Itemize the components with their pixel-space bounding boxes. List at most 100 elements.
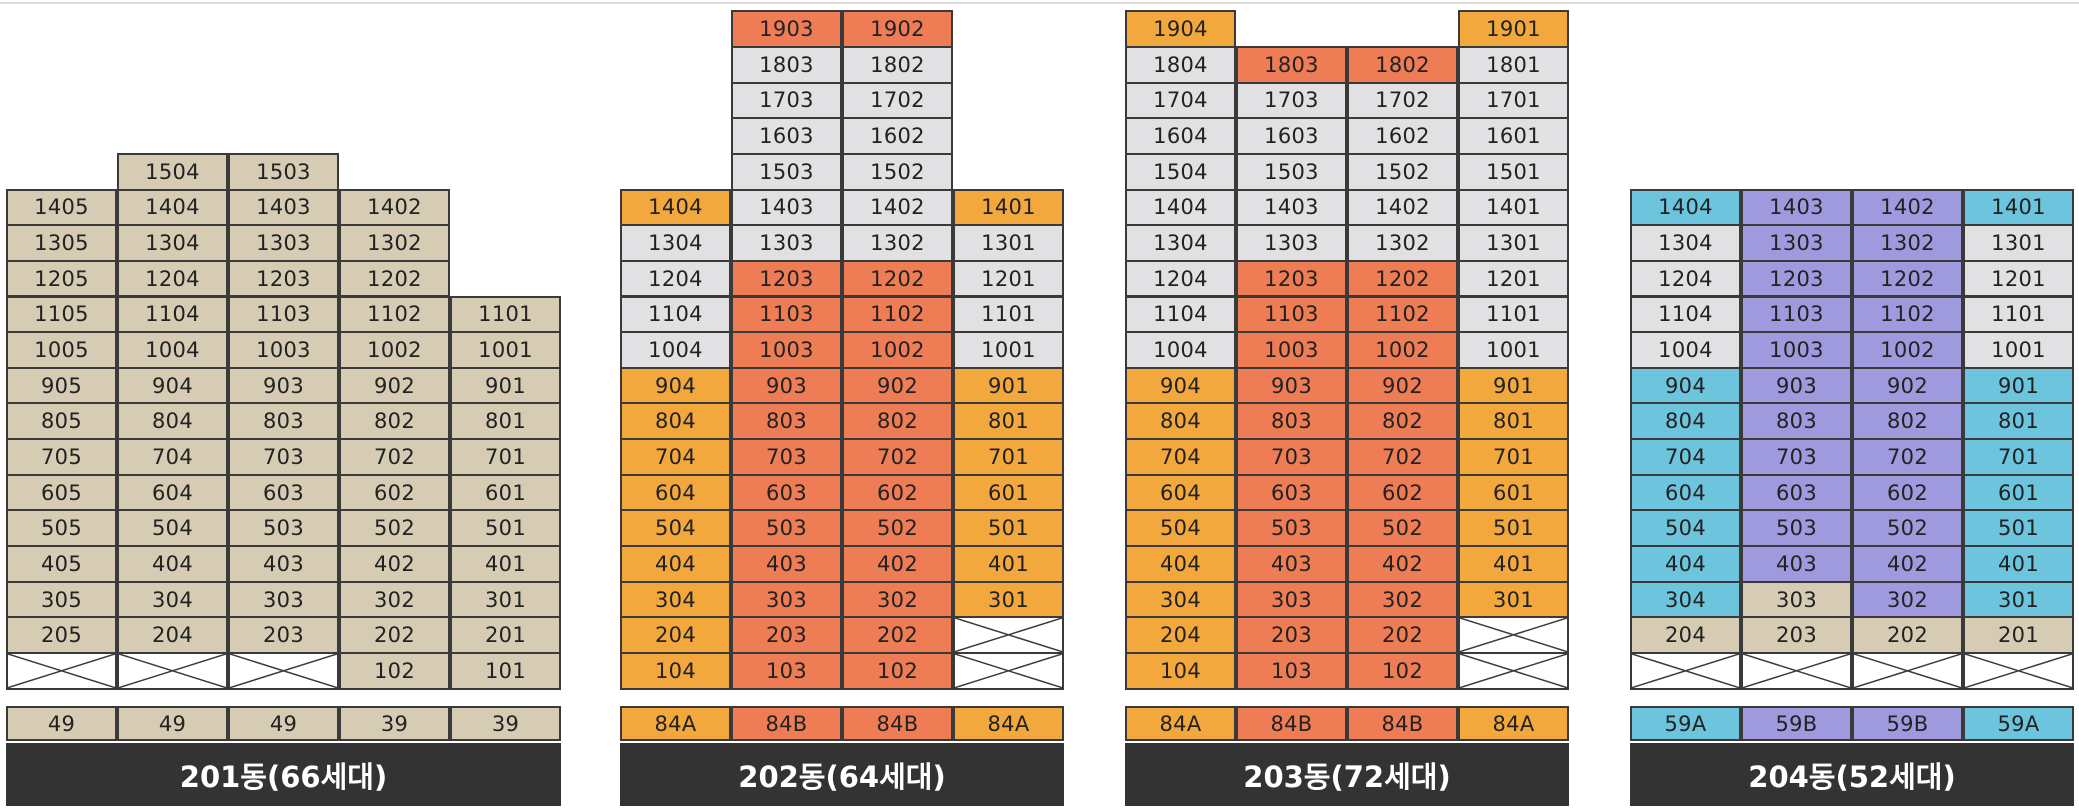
unit-cell: 604 bbox=[620, 473, 731, 512]
empty-unit-cell bbox=[953, 652, 1064, 690]
unit-cell: 1102 bbox=[1347, 295, 1458, 334]
unit-cell: 102 bbox=[339, 652, 450, 690]
unit-type-cell: 49 bbox=[117, 706, 228, 741]
unit-cell: 902 bbox=[1347, 366, 1458, 405]
unit-cell: 301 bbox=[953, 580, 1064, 619]
unit-cell: 702 bbox=[842, 438, 953, 476]
unit-cell: 603 bbox=[228, 473, 339, 512]
unit-cell: 1202 bbox=[1852, 259, 1963, 298]
unit-cell: 404 bbox=[1630, 545, 1741, 583]
unit-cell: 1601 bbox=[1458, 117, 1569, 155]
unit-cell: 1304 bbox=[117, 224, 228, 262]
unit-cell: 1303 bbox=[1741, 224, 1852, 262]
unit-cell: 1402 bbox=[1347, 188, 1458, 227]
unit-cell: 1503 bbox=[228, 152, 339, 191]
empty-unit-cell bbox=[1458, 652, 1569, 690]
unit-cell: 1005 bbox=[6, 331, 117, 369]
unit-cell: 403 bbox=[228, 545, 339, 583]
unit-cell: 1901 bbox=[1458, 10, 1569, 48]
unit-cell: 302 bbox=[842, 580, 953, 619]
unit-cell: 1001 bbox=[1963, 331, 2074, 369]
unit-cell: 1502 bbox=[1347, 152, 1458, 191]
unit-cell: 501 bbox=[1963, 509, 2074, 548]
unit-cell: 701 bbox=[953, 438, 1064, 476]
unit-cell: 1204 bbox=[117, 259, 228, 298]
unit-cell: 1703 bbox=[1236, 81, 1347, 120]
unit-cell: 1204 bbox=[1125, 259, 1236, 298]
unit-cell: 203 bbox=[228, 616, 339, 654]
unit-cell: 304 bbox=[1125, 580, 1236, 619]
unit-cell: 1802 bbox=[842, 45, 953, 84]
unit-cell: 101 bbox=[450, 652, 561, 690]
unit-cell: 404 bbox=[620, 545, 731, 583]
unit-type-cell: 39 bbox=[339, 706, 450, 741]
unit-type-cell: 84A bbox=[953, 706, 1064, 741]
unit-cell: 702 bbox=[339, 438, 450, 476]
unit-cell: 1201 bbox=[953, 259, 1064, 298]
unit-cell: 1001 bbox=[450, 331, 561, 369]
unit-cell: 1704 bbox=[1125, 81, 1236, 120]
unit-cell: 302 bbox=[339, 580, 450, 619]
unit-cell: 401 bbox=[1458, 545, 1569, 583]
empty-unit-cell bbox=[117, 652, 228, 690]
unit-cell: 1001 bbox=[1458, 331, 1569, 369]
unit-cell: 1304 bbox=[1125, 224, 1236, 262]
unit-cell: 1203 bbox=[228, 259, 339, 298]
unit-cell: 504 bbox=[620, 509, 731, 548]
unit-type-cell: 59B bbox=[1741, 706, 1852, 741]
unit-cell: 1602 bbox=[842, 117, 953, 155]
unit-cell: 1403 bbox=[1236, 188, 1347, 227]
unit-cell: 204 bbox=[1125, 616, 1236, 654]
unit-cell: 1003 bbox=[228, 331, 339, 369]
unit-cell: 1504 bbox=[1125, 152, 1236, 191]
unit-cell: 1103 bbox=[228, 295, 339, 334]
unit-cell: 1904 bbox=[1125, 10, 1236, 48]
unit-cell: 901 bbox=[1963, 366, 2074, 405]
unit-cell: 1403 bbox=[228, 188, 339, 227]
unit-cell: 1303 bbox=[228, 224, 339, 262]
unit-cell: 903 bbox=[731, 366, 842, 405]
unit-cell: 1404 bbox=[1630, 188, 1741, 227]
unit-type-cell: 84A bbox=[1458, 706, 1569, 741]
unit-cell: 103 bbox=[731, 652, 842, 690]
unit-cell: 605 bbox=[6, 473, 117, 512]
unit-cell: 1201 bbox=[1458, 259, 1569, 298]
unit-cell: 1202 bbox=[1347, 259, 1458, 298]
unit-cell: 705 bbox=[6, 438, 117, 476]
unit-cell: 1203 bbox=[1741, 259, 1852, 298]
unit-cell: 1301 bbox=[1458, 224, 1569, 262]
unit-cell: 301 bbox=[450, 580, 561, 619]
unit-cell: 1002 bbox=[1852, 331, 1963, 369]
unit-cell: 1302 bbox=[1347, 224, 1458, 262]
unit-cell: 302 bbox=[1347, 580, 1458, 619]
unit-cell: 104 bbox=[620, 652, 731, 690]
empty-unit-cell bbox=[6, 652, 117, 690]
unit-cell: 305 bbox=[6, 580, 117, 619]
unit-cell: 203 bbox=[1741, 616, 1852, 654]
unit-cell: 1503 bbox=[1236, 152, 1347, 191]
unit-cell: 803 bbox=[1741, 402, 1852, 441]
unit-cell: 1104 bbox=[620, 295, 731, 334]
unit-cell: 203 bbox=[731, 616, 842, 654]
unit-cell: 802 bbox=[1852, 402, 1963, 441]
unit-cell: 1001 bbox=[953, 331, 1064, 369]
unit-cell: 104 bbox=[1125, 652, 1236, 690]
unit-cell: 503 bbox=[228, 509, 339, 548]
unit-cell: 1304 bbox=[1630, 224, 1741, 262]
unit-cell: 1701 bbox=[1458, 81, 1569, 120]
empty-unit-cell bbox=[1741, 652, 1852, 690]
unit-cell: 1501 bbox=[1458, 152, 1569, 191]
unit-cell: 602 bbox=[842, 473, 953, 512]
unit-cell: 1803 bbox=[1236, 45, 1347, 84]
unit-cell: 1403 bbox=[731, 188, 842, 227]
unit-cell: 1101 bbox=[1458, 295, 1569, 334]
unit-cell: 403 bbox=[731, 545, 842, 583]
unit-cell: 501 bbox=[1458, 509, 1569, 548]
unit-cell: 1204 bbox=[620, 259, 731, 298]
unit-cell: 1105 bbox=[6, 295, 117, 334]
unit-cell: 102 bbox=[1347, 652, 1458, 690]
unit-cell: 1303 bbox=[1236, 224, 1347, 262]
unit-cell: 201 bbox=[1963, 616, 2074, 654]
unit-cell: 1201 bbox=[1963, 259, 2074, 298]
